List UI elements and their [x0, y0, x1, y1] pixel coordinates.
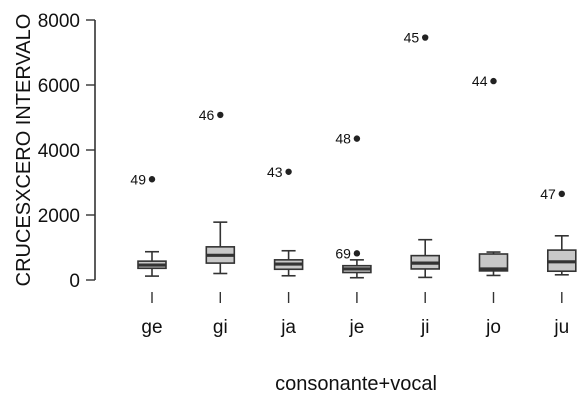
outlier-point: [353, 250, 361, 257]
outlier-point: [422, 34, 429, 41]
x-tick-label: ju: [553, 317, 569, 338]
y-ticks: 0 2000 4000 6000 8000: [38, 11, 95, 292]
box-jo: [478, 251, 509, 277]
outlier-point: [558, 190, 565, 198]
x-tick-label: ja: [280, 317, 296, 338]
x-categories: ge gi ja je ji jo ju: [141, 292, 569, 338]
outlier-label: 48: [335, 131, 351, 147]
y-tick-label: 0: [69, 271, 80, 292]
outlier-label: 49: [130, 171, 146, 187]
y-tick-label: 2000: [38, 206, 80, 227]
outlier-label: 69: [335, 245, 351, 261]
box-ju: [546, 235, 577, 276]
x-tick-label: gi: [213, 317, 228, 338]
x-tick-label: je: [349, 317, 365, 338]
box-ge: [137, 250, 167, 277]
outlier-label: 45: [404, 30, 420, 46]
outlier-label: 47: [540, 186, 556, 202]
y-tick-label: 6000: [38, 76, 80, 97]
x-tick-label: ji: [420, 317, 429, 338]
box-gi: [205, 221, 236, 275]
box-ji: [410, 238, 441, 279]
box-iqr: [478, 253, 509, 272]
x-axis-title: consonante+vocal: [275, 373, 437, 395]
outlier-point: [353, 135, 361, 142]
outlier-point: [217, 111, 224, 119]
x-tick-label: ge: [141, 317, 162, 338]
boxes: [137, 221, 577, 279]
x-tick-label: jo: [485, 317, 501, 338]
outlier-label: 44: [472, 73, 488, 89]
y-axis-title: CRUCESXCERO INTERVALO: [13, 14, 35, 287]
outlier-point: [285, 168, 292, 175]
box-je: [342, 259, 372, 279]
box-ja: [273, 249, 304, 277]
outlier-point: [148, 176, 156, 183]
outliers: 49 46 43 48 69 45 44 47: [130, 30, 565, 261]
y-tick-label: 4000: [38, 141, 80, 162]
outlier-label: 46: [199, 107, 215, 123]
outlier-point: [490, 77, 497, 85]
y-tick-label: 8000: [38, 11, 80, 32]
outlier-label: 43: [267, 164, 283, 180]
